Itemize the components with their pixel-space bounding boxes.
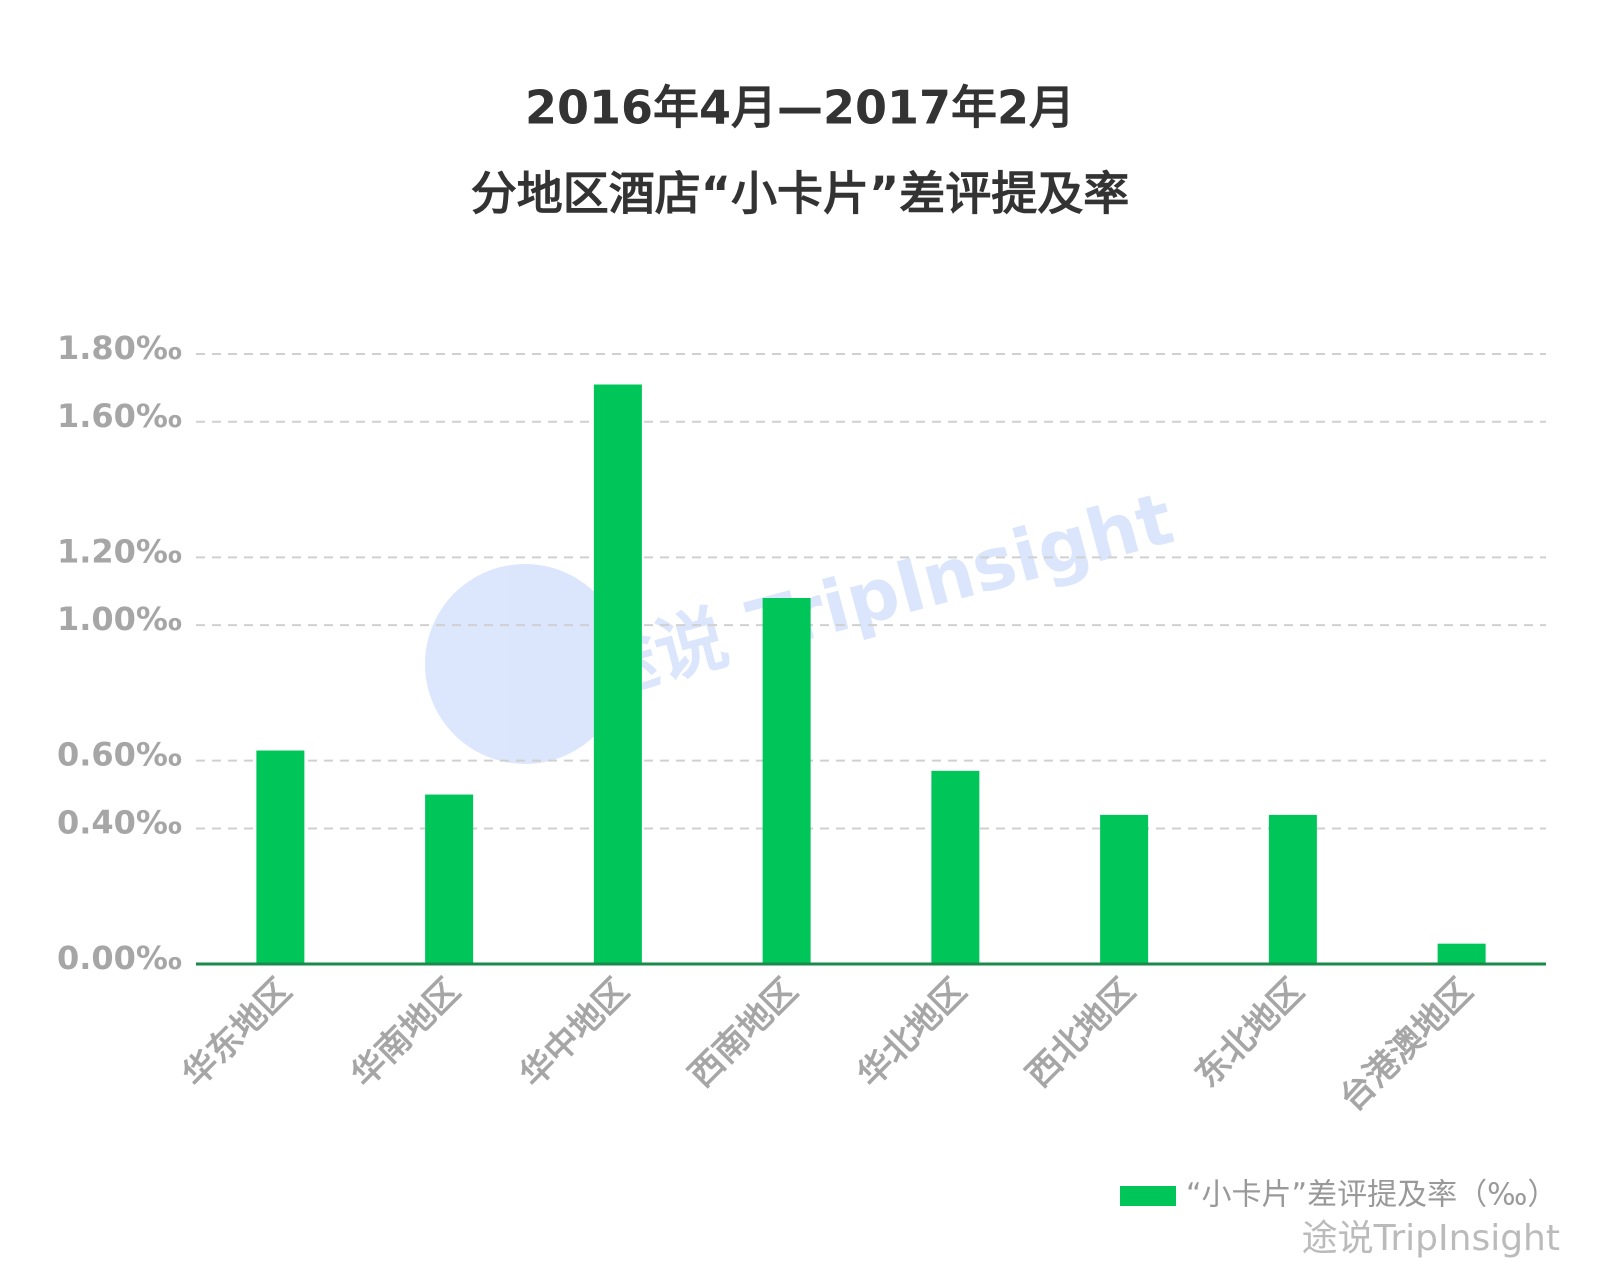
bar <box>256 750 305 964</box>
bar <box>762 598 811 964</box>
y-tick-label: 1.00‰ <box>57 600 182 638</box>
watermark-logo <box>425 564 625 764</box>
legend-swatch <box>1120 1186 1176 1206</box>
bar <box>593 384 642 964</box>
y-tick-label: 0.60‰ <box>57 736 182 774</box>
bar <box>1437 943 1486 964</box>
chart-subtitle: 分地区酒店“小卡片”差评提及率 <box>471 167 1129 221</box>
y-tick-label: 0.40‰ <box>57 803 182 841</box>
legend-label: “小卡片”差评提及率（‰） <box>1186 1178 1557 1213</box>
y-tick-label: 0.00‰ <box>57 939 182 977</box>
bar <box>425 794 474 964</box>
bar <box>931 770 980 964</box>
y-tick-label: 1.60‰ <box>57 397 182 435</box>
footer: 途说TripInsight <box>1302 1218 1560 1259</box>
bar <box>1100 814 1149 964</box>
chart-title: 2016年4月—2017年2月 <box>525 81 1075 135</box>
y-tick-label: 1.20‰ <box>57 532 182 570</box>
y-tick-label: 1.80‰ <box>57 329 182 367</box>
bar <box>1268 814 1317 964</box>
